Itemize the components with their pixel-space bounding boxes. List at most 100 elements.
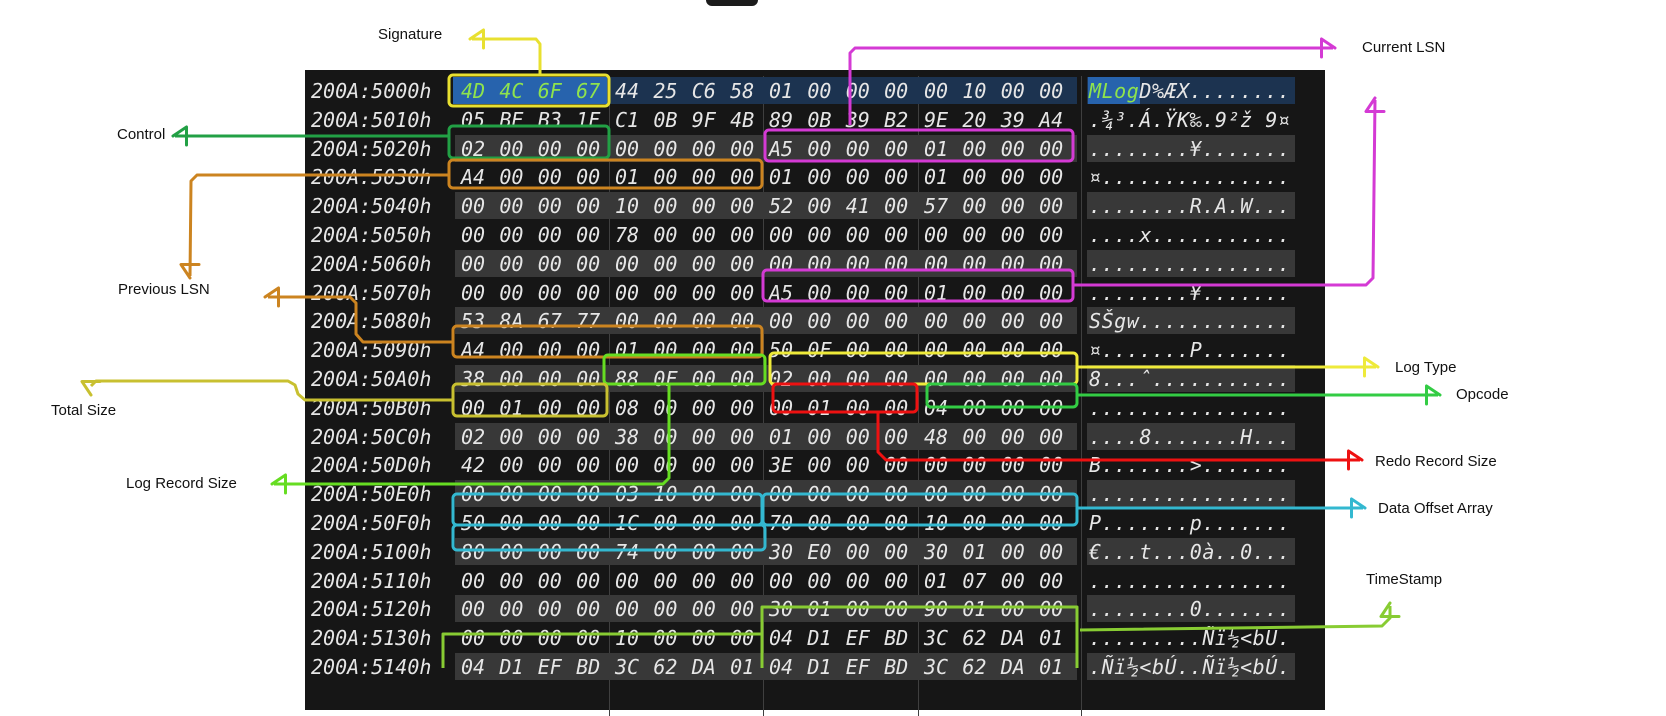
hex-byte[interactable]: 00 xyxy=(1000,194,1025,219)
hex-byte[interactable]: 00 xyxy=(499,367,524,391)
hex-byte[interactable]: 00 xyxy=(1039,194,1064,219)
hex-byte[interactable]: 50 xyxy=(768,338,794,363)
hex-byte[interactable]: 48 xyxy=(923,424,949,449)
hex-byte[interactable]: 00 xyxy=(730,424,755,449)
hex-byte[interactable]: 00 xyxy=(653,539,678,564)
hex-byte[interactable]: 44 xyxy=(614,79,640,103)
hex-byte[interactable]: 00 xyxy=(614,309,640,334)
hex-row[interactable]: 200A:5080h 53 8A 67 77 00 00 00 00 00 00 00 00 00 00 00… xyxy=(305,306,1325,335)
hex-byte[interactable]: 00 xyxy=(499,280,524,305)
hex-byte[interactable]: 00 xyxy=(1000,539,1025,564)
hex-byte[interactable]: 80 xyxy=(460,539,486,564)
hex-byte[interactable]: 00 xyxy=(730,251,755,276)
hex-byte[interactable]: 00 xyxy=(691,511,716,535)
hex-byte[interactable]: 90 xyxy=(923,597,949,622)
hex-byte[interactable]: 00 xyxy=(1000,136,1025,161)
hex-byte[interactable]: 00 xyxy=(730,539,755,564)
hex-byte[interactable]: 01 xyxy=(1039,626,1064,651)
hex-byte[interactable]: 00 xyxy=(691,367,716,391)
hex-byte[interactable]: 4B xyxy=(730,107,755,132)
hex-byte[interactable]: 00 xyxy=(691,539,716,564)
hex-byte[interactable]: 00 xyxy=(537,424,562,449)
hex-byte[interactable]: 00 xyxy=(845,453,870,478)
hex-byte[interactable]: 00 xyxy=(807,194,832,219)
hex-byte[interactable]: A4 xyxy=(1039,107,1064,132)
hex-byte[interactable]: 00 xyxy=(1000,367,1025,391)
hex-byte[interactable]: 01 xyxy=(614,165,640,190)
hex-byte[interactable]: 00 xyxy=(845,136,870,161)
hex-byte[interactable]: 08 xyxy=(614,395,640,420)
hex-byte[interactable]: 00 xyxy=(962,309,987,334)
hex-byte[interactable]: B3 xyxy=(537,107,562,132)
hex-byte[interactable]: 00 xyxy=(1000,453,1025,478)
hex-byte[interactable]: 00 xyxy=(923,309,949,334)
hex-byte[interactable]: 74 xyxy=(614,539,640,564)
hex-byte[interactable]: 01 xyxy=(730,655,755,679)
hex-byte[interactable]: 42 xyxy=(460,453,486,478)
hex-byte[interactable]: 00 xyxy=(1039,568,1064,593)
hex-byte[interactable]: 00 xyxy=(884,453,909,478)
hex-byte[interactable]: 00 xyxy=(768,568,794,593)
hex-byte[interactable]: 00 xyxy=(962,223,987,247)
hex-byte[interactable]: 00 xyxy=(460,568,486,593)
hex-byte[interactable]: 00 xyxy=(730,309,755,334)
hex-byte[interactable]: 38 xyxy=(614,424,640,449)
hex-byte[interactable]: 30 xyxy=(768,539,794,564)
hex-byte[interactable]: BD xyxy=(884,626,909,651)
hex-byte[interactable]: 00 xyxy=(768,309,794,334)
hex-byte[interactable]: BD xyxy=(884,655,909,679)
hex-byte[interactable]: 00 xyxy=(1039,309,1064,334)
hex-byte[interactable]: 00 xyxy=(923,338,949,363)
hex-byte[interactable]: 00 xyxy=(730,165,755,190)
hex-byte[interactable]: 00 xyxy=(1039,136,1064,161)
hex-byte[interactable]: 00 xyxy=(845,395,870,420)
hex-byte[interactable]: 00 xyxy=(576,568,601,593)
hex-byte[interactable]: 00 xyxy=(730,511,755,535)
hex-byte[interactable]: 00 xyxy=(691,309,716,334)
hex-byte[interactable]: 0B xyxy=(807,107,832,132)
hex-byte[interactable]: 00 xyxy=(730,626,755,651)
hex-byte[interactable]: 50 xyxy=(460,511,486,535)
hex-byte[interactable]: 00 xyxy=(460,194,486,219)
hex-byte[interactable]: 00 xyxy=(614,280,640,305)
hex-byte[interactable]: 05 xyxy=(460,107,486,132)
hex-byte[interactable]: A5 xyxy=(768,136,794,161)
hex-byte[interactable]: 00 xyxy=(807,367,832,391)
hex-byte[interactable]: 00 xyxy=(884,568,909,593)
hex-byte[interactable]: 00 xyxy=(576,626,601,651)
hex-byte[interactable]: 70 xyxy=(768,511,794,535)
hex-byte[interactable]: 00 xyxy=(807,79,832,103)
hex-row[interactable]: 200A:50D0h 42 00 00 00 00 00 00 00 3E 00 00 00 00 00 00… xyxy=(305,450,1325,479)
hex-byte[interactable]: B2 xyxy=(884,107,909,132)
hex-row[interactable]: 200A:5030h A4 00 00 00 01 00 00 00 01 00 00 00 01 00 00… xyxy=(305,162,1325,191)
hex-row[interactable]: 200A:50C0h 02 00 00 00 38 00 00 00 01 00 00 00 48 00 00… xyxy=(305,422,1325,451)
hex-byte[interactable]: 00 xyxy=(1000,251,1025,276)
hex-byte[interactable]: 00 xyxy=(730,194,755,219)
hex-byte[interactable]: 00 xyxy=(653,165,678,190)
hex-byte[interactable]: 10 xyxy=(962,79,987,103)
hex-byte[interactable]: 30 xyxy=(923,539,949,564)
hex-byte[interactable]: 00 xyxy=(1039,453,1064,478)
hex-byte[interactable]: 00 xyxy=(962,194,987,219)
hex-byte[interactable]: 00 xyxy=(691,251,716,276)
hex-byte[interactable]: 00 xyxy=(691,597,716,622)
hex-byte[interactable]: 00 xyxy=(499,539,524,564)
hex-byte[interactable]: 89 xyxy=(768,107,794,132)
hex-byte[interactable]: 00 xyxy=(576,597,601,622)
hex-byte[interactable]: EF xyxy=(537,655,562,679)
hex-byte[interactable]: 00 xyxy=(691,395,716,420)
hex-byte[interactable]: 00 xyxy=(614,597,640,622)
hex-byte[interactable]: 9F xyxy=(691,107,716,132)
hex-byte[interactable]: 00 xyxy=(691,165,716,190)
hex-byte[interactable]: 04 xyxy=(768,655,794,679)
hex-byte[interactable]: 00 xyxy=(499,597,524,622)
hex-byte[interactable]: 00 xyxy=(1039,165,1064,190)
hex-byte[interactable]: 00 xyxy=(576,223,601,247)
hex-byte[interactable]: 62 xyxy=(962,626,987,651)
hex-byte[interactable]: 00 xyxy=(537,626,562,651)
hex-byte[interactable]: 04 xyxy=(768,626,794,651)
hex-byte[interactable]: 00 xyxy=(653,395,678,420)
hex-byte[interactable]: 00 xyxy=(1039,338,1064,363)
hex-byte[interactable]: 00 xyxy=(576,280,601,305)
hex-byte[interactable]: 00 xyxy=(923,251,949,276)
